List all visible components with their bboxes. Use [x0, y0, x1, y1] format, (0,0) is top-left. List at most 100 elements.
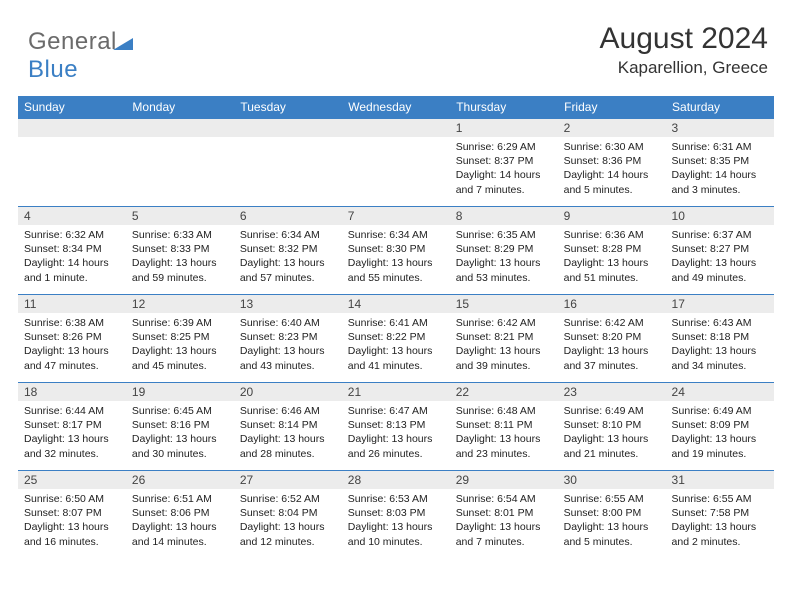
day-details: Sunrise: 6:53 AMSunset: 8:03 PMDaylight:…	[342, 489, 450, 553]
day-details: Sunrise: 6:31 AMSunset: 8:35 PMDaylight:…	[666, 137, 774, 201]
calendar-day-cell: 23Sunrise: 6:49 AMSunset: 8:10 PMDayligh…	[558, 383, 666, 471]
day-number: 29	[450, 471, 558, 489]
day-details: Sunrise: 6:38 AMSunset: 8:26 PMDaylight:…	[18, 313, 126, 377]
calendar-day-cell: 19Sunrise: 6:45 AMSunset: 8:16 PMDayligh…	[126, 383, 234, 471]
day-number: 26	[126, 471, 234, 489]
day-number: 13	[234, 295, 342, 313]
day-number: 27	[234, 471, 342, 489]
day-details: Sunrise: 6:30 AMSunset: 8:36 PMDaylight:…	[558, 137, 666, 201]
day-details: Sunrise: 6:49 AMSunset: 8:09 PMDaylight:…	[666, 401, 774, 465]
day-details: Sunrise: 6:45 AMSunset: 8:16 PMDaylight:…	[126, 401, 234, 465]
day-details: Sunrise: 6:55 AMSunset: 8:00 PMDaylight:…	[558, 489, 666, 553]
day-number: 31	[666, 471, 774, 489]
dow-header: Wednesday	[342, 96, 450, 119]
brand-logo: General Blue	[28, 28, 135, 84]
calendar-day-cell: 30Sunrise: 6:55 AMSunset: 8:00 PMDayligh…	[558, 471, 666, 559]
day-details: Sunrise: 6:41 AMSunset: 8:22 PMDaylight:…	[342, 313, 450, 377]
day-number: 22	[450, 383, 558, 401]
day-number: 4	[18, 207, 126, 225]
day-details: Sunrise: 6:32 AMSunset: 8:34 PMDaylight:…	[18, 225, 126, 289]
day-details: Sunrise: 6:42 AMSunset: 8:21 PMDaylight:…	[450, 313, 558, 377]
calendar-day-cell: 2Sunrise: 6:30 AMSunset: 8:36 PMDaylight…	[558, 119, 666, 207]
calendar-week-row: 25Sunrise: 6:50 AMSunset: 8:07 PMDayligh…	[18, 471, 774, 559]
calendar-day-cell: 13Sunrise: 6:40 AMSunset: 8:23 PMDayligh…	[234, 295, 342, 383]
day-details: Sunrise: 6:33 AMSunset: 8:33 PMDaylight:…	[126, 225, 234, 289]
day-number: 1	[450, 119, 558, 137]
page-title: August 2024	[600, 22, 768, 56]
day-number: 11	[18, 295, 126, 313]
day-details: Sunrise: 6:43 AMSunset: 8:18 PMDaylight:…	[666, 313, 774, 377]
calendar-day-cell: 16Sunrise: 6:42 AMSunset: 8:20 PMDayligh…	[558, 295, 666, 383]
calendar-body: 1Sunrise: 6:29 AMSunset: 8:37 PMDaylight…	[18, 119, 774, 559]
calendar-day-cell: 21Sunrise: 6:47 AMSunset: 8:13 PMDayligh…	[342, 383, 450, 471]
day-number: 12	[126, 295, 234, 313]
day-number: 17	[666, 295, 774, 313]
day-number: 21	[342, 383, 450, 401]
calendar-day-cell: 20Sunrise: 6:46 AMSunset: 8:14 PMDayligh…	[234, 383, 342, 471]
calendar-day-cell: 29Sunrise: 6:54 AMSunset: 8:01 PMDayligh…	[450, 471, 558, 559]
dow-header: Saturday	[666, 96, 774, 119]
day-details: Sunrise: 6:36 AMSunset: 8:28 PMDaylight:…	[558, 225, 666, 289]
day-details: Sunrise: 6:50 AMSunset: 8:07 PMDaylight:…	[18, 489, 126, 553]
day-details: Sunrise: 6:51 AMSunset: 8:06 PMDaylight:…	[126, 489, 234, 553]
day-number: 23	[558, 383, 666, 401]
dow-header: Thursday	[450, 96, 558, 119]
day-number	[342, 119, 450, 137]
calendar-day-cell: 1Sunrise: 6:29 AMSunset: 8:37 PMDaylight…	[450, 119, 558, 207]
calendar-day-cell: 22Sunrise: 6:48 AMSunset: 8:11 PMDayligh…	[450, 383, 558, 471]
day-number: 20	[234, 383, 342, 401]
dow-header: Monday	[126, 96, 234, 119]
dow-header-row: SundayMondayTuesdayWednesdayThursdayFrid…	[18, 96, 774, 119]
calendar-day-cell: 24Sunrise: 6:49 AMSunset: 8:09 PMDayligh…	[666, 383, 774, 471]
calendar-day-cell: 17Sunrise: 6:43 AMSunset: 8:18 PMDayligh…	[666, 295, 774, 383]
brand-part1: General	[28, 28, 117, 55]
day-details: Sunrise: 6:35 AMSunset: 8:29 PMDaylight:…	[450, 225, 558, 289]
brand-part2: Blue	[28, 56, 78, 83]
calendar-week-row: 11Sunrise: 6:38 AMSunset: 8:26 PMDayligh…	[18, 295, 774, 383]
dow-header: Friday	[558, 96, 666, 119]
day-number: 6	[234, 207, 342, 225]
calendar-table: SundayMondayTuesdayWednesdayThursdayFrid…	[18, 96, 774, 559]
calendar-day-cell: 11Sunrise: 6:38 AMSunset: 8:26 PMDayligh…	[18, 295, 126, 383]
day-number: 7	[342, 207, 450, 225]
day-number	[126, 119, 234, 137]
calendar-day-cell: 6Sunrise: 6:34 AMSunset: 8:32 PMDaylight…	[234, 207, 342, 295]
day-number: 25	[18, 471, 126, 489]
calendar-day-cell: 8Sunrise: 6:35 AMSunset: 8:29 PMDaylight…	[450, 207, 558, 295]
calendar-day-cell: 3Sunrise: 6:31 AMSunset: 8:35 PMDaylight…	[666, 119, 774, 207]
calendar-day-cell: 26Sunrise: 6:51 AMSunset: 8:06 PMDayligh…	[126, 471, 234, 559]
calendar-day-cell: 15Sunrise: 6:42 AMSunset: 8:21 PMDayligh…	[450, 295, 558, 383]
calendar-day-cell	[234, 119, 342, 207]
calendar-day-cell: 28Sunrise: 6:53 AMSunset: 8:03 PMDayligh…	[342, 471, 450, 559]
calendar-week-row: 1Sunrise: 6:29 AMSunset: 8:37 PMDaylight…	[18, 119, 774, 207]
calendar-day-cell: 31Sunrise: 6:55 AMSunset: 7:58 PMDayligh…	[666, 471, 774, 559]
day-details: Sunrise: 6:34 AMSunset: 8:30 PMDaylight:…	[342, 225, 450, 289]
day-number: 9	[558, 207, 666, 225]
day-number: 19	[126, 383, 234, 401]
day-number: 18	[18, 383, 126, 401]
day-number: 16	[558, 295, 666, 313]
header: August 2024 Kaparellion, Greece	[600, 22, 768, 78]
calendar-day-cell	[126, 119, 234, 207]
day-number: 5	[126, 207, 234, 225]
day-details: Sunrise: 6:34 AMSunset: 8:32 PMDaylight:…	[234, 225, 342, 289]
day-number: 15	[450, 295, 558, 313]
day-number	[234, 119, 342, 137]
calendar-day-cell: 18Sunrise: 6:44 AMSunset: 8:17 PMDayligh…	[18, 383, 126, 471]
calendar-day-cell: 7Sunrise: 6:34 AMSunset: 8:30 PMDaylight…	[342, 207, 450, 295]
day-number: 24	[666, 383, 774, 401]
calendar-day-cell: 25Sunrise: 6:50 AMSunset: 8:07 PMDayligh…	[18, 471, 126, 559]
day-number: 28	[342, 471, 450, 489]
calendar-day-cell	[342, 119, 450, 207]
location-label: Kaparellion, Greece	[600, 58, 768, 78]
day-details: Sunrise: 6:47 AMSunset: 8:13 PMDaylight:…	[342, 401, 450, 465]
dow-header: Tuesday	[234, 96, 342, 119]
brand-triangle-icon	[113, 36, 135, 52]
calendar-day-cell: 27Sunrise: 6:52 AMSunset: 8:04 PMDayligh…	[234, 471, 342, 559]
calendar-day-cell: 4Sunrise: 6:32 AMSunset: 8:34 PMDaylight…	[18, 207, 126, 295]
calendar-day-cell: 9Sunrise: 6:36 AMSunset: 8:28 PMDaylight…	[558, 207, 666, 295]
day-number: 10	[666, 207, 774, 225]
day-details: Sunrise: 6:39 AMSunset: 8:25 PMDaylight:…	[126, 313, 234, 377]
day-details: Sunrise: 6:42 AMSunset: 8:20 PMDaylight:…	[558, 313, 666, 377]
day-number: 2	[558, 119, 666, 137]
